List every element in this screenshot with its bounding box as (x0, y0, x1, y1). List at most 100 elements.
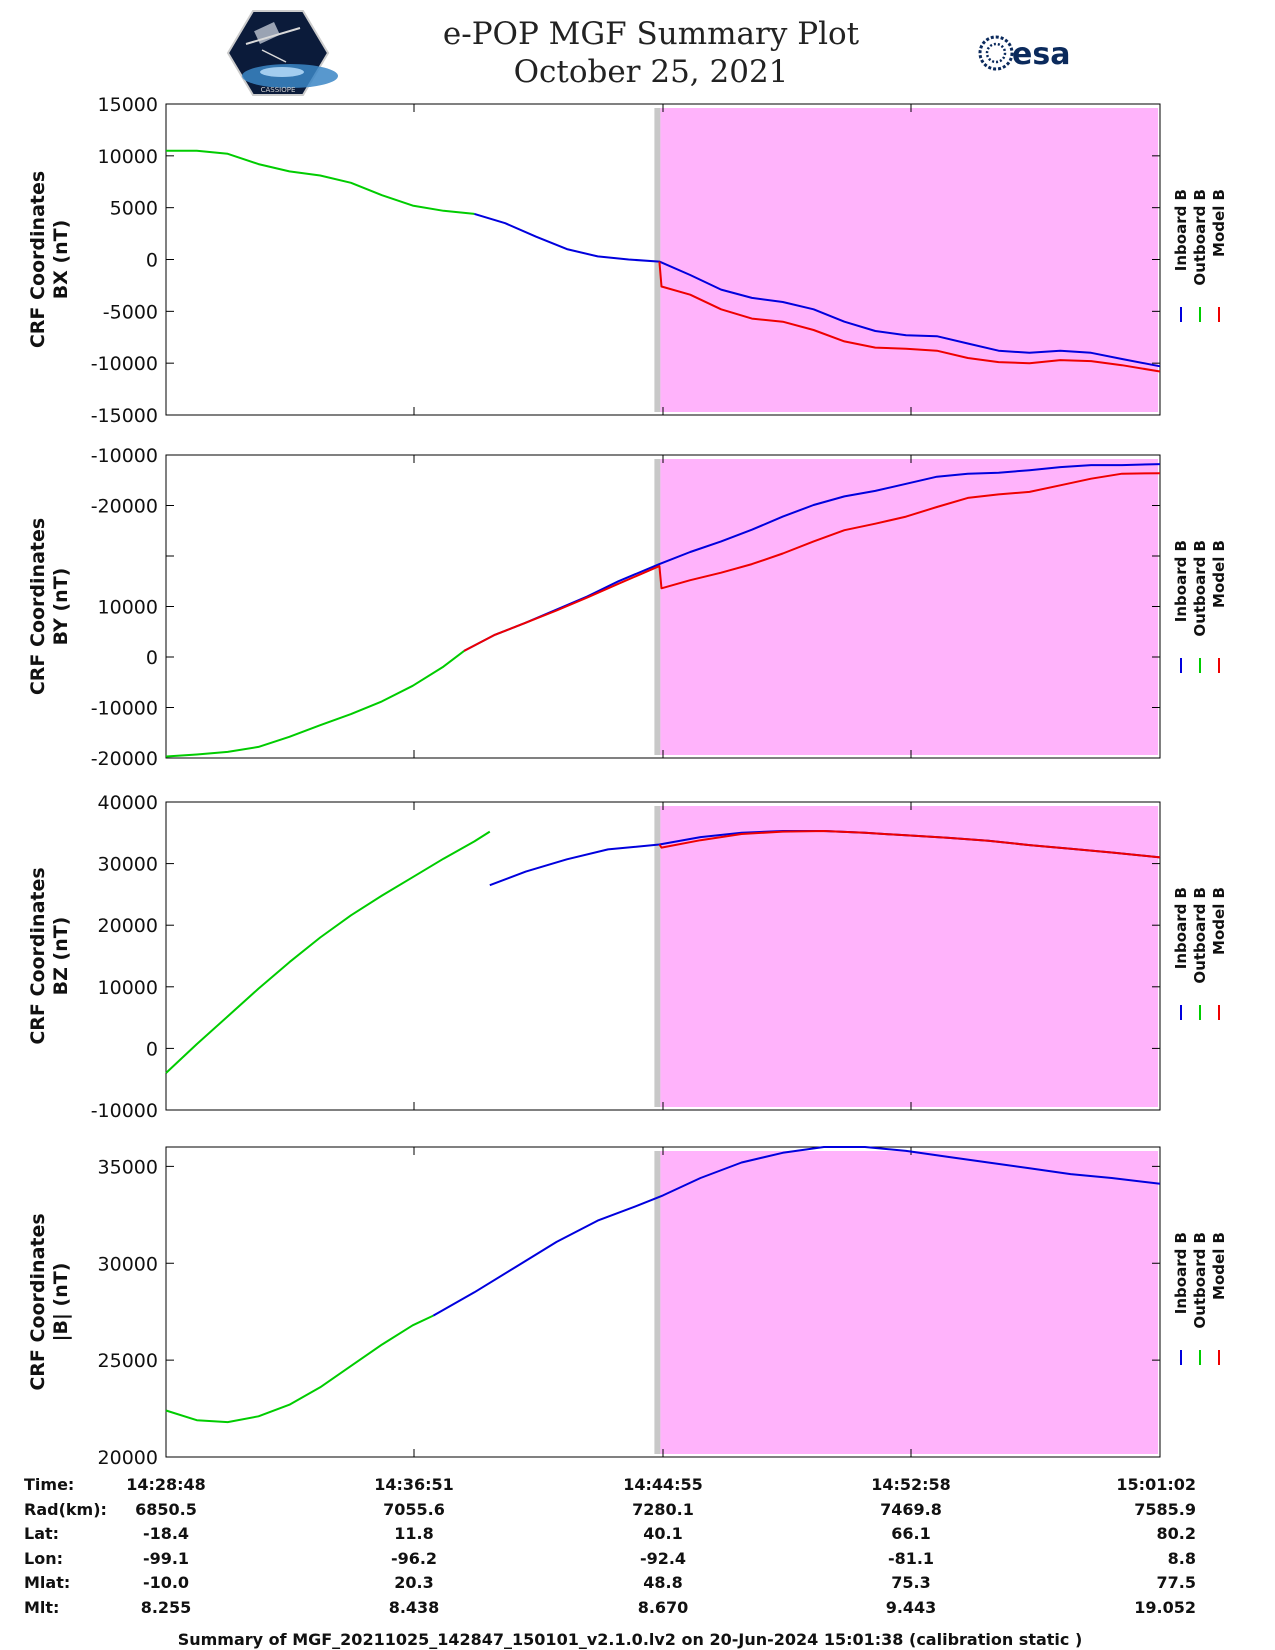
table-cell: -81.1 (888, 1549, 934, 1568)
data-gap-bar (654, 806, 661, 1107)
table-cell: 8.255 (141, 1598, 192, 1617)
table-row-label: Lon: (24, 1549, 63, 1568)
table-row-label: Mlat: (24, 1573, 70, 1592)
y-tick-label: 30000 (98, 1253, 158, 1275)
table-row-label: Time: (24, 1475, 74, 1494)
plot-date: October 25, 2021 (514, 54, 789, 90)
footer-summary: Summary of MGF_20211025_142847_150101_v2… (178, 1630, 1083, 1649)
legend-label: Inboard B (1172, 1232, 1190, 1314)
table-cell: 7055.6 (383, 1500, 445, 1519)
legend-label: Inboard B (1172, 540, 1190, 622)
y-tick-label: 0 (146, 647, 158, 669)
y-tick-label: -10000 (91, 353, 158, 375)
panel-bx: 15000 10000 5000 0 -5000 -10000 -15000 CRF Coor… (27, 94, 1228, 427)
y-axis-label: BX (nT) (50, 220, 72, 300)
y-tick-label: -5000 (103, 301, 158, 323)
shaded-region (660, 1151, 1158, 1454)
table-cell: 48.8 (643, 1573, 682, 1592)
time-table: Time: Rad(km): Lat: Lon: Mlat: Mlt: 14:28:48 68… (24, 1475, 1196, 1617)
table-cell: -10.0 (143, 1573, 189, 1592)
y-axis-label: CRF Coordinates (27, 867, 49, 1044)
esa-logo: esa (978, 35, 1070, 72)
table-row-label: Mlt: (24, 1598, 59, 1617)
y-axis-label: |B| (nT) (50, 1263, 72, 1342)
y-axis-label: BZ (nT) (50, 917, 72, 996)
table-cell: -96.2 (391, 1549, 437, 1568)
y-tick-label: -10000 (91, 698, 158, 720)
y-tick-label: -10000 (91, 445, 158, 467)
series-line-model-b (658, 261, 1161, 373)
table-cell: -92.4 (640, 1549, 686, 1568)
table-cell: 9.443 (886, 1598, 937, 1617)
y-tick-label: 0 (146, 1038, 158, 1060)
series-line-outboard-b (165, 650, 465, 758)
table-cell: 7280.1 (632, 1500, 694, 1519)
shaded-region (660, 108, 1158, 412)
y-tick-label: 20000 (98, 915, 158, 937)
table-cell: 20.3 (394, 1573, 433, 1592)
y-axis-label: CRF Coordinates (27, 518, 49, 695)
legend-label: Outboard B (1191, 189, 1209, 286)
y-axis-label: BY (nT) (50, 568, 72, 646)
legend-label: Model B (1210, 540, 1228, 608)
series-line-inboard-b (474, 212, 1161, 368)
y-tick-label: 20000 (98, 1447, 158, 1469)
plot-title: e-POP MGF Summary Plot (443, 16, 860, 52)
series-line-outboard-b (165, 1314, 434, 1424)
cassiope-logo: CASSIOPE (226, 10, 338, 96)
legend-label: Inboard B (1172, 887, 1190, 969)
legend-label: Outboard B (1191, 887, 1209, 984)
series-line-outboard-b (165, 830, 491, 1074)
data-gap-bar (654, 1151, 661, 1454)
y-tick-label: 30000 (98, 854, 158, 876)
table-cell: -18.4 (143, 1524, 189, 1543)
y-tick-label: 10000 (98, 146, 158, 168)
table-row-label: Rad(km): (24, 1500, 107, 1519)
table-cell: 11.8 (394, 1524, 433, 1543)
table-cell: 7585.9 (1134, 1500, 1196, 1519)
table-cell: 14:44:55 (623, 1475, 703, 1494)
logo-caption: CASSIOPE (261, 86, 296, 94)
table-row-label: Lat: (24, 1524, 59, 1543)
data-gap-bar (654, 108, 661, 412)
table-cell: 14:28:48 (126, 1475, 206, 1494)
table-cell: 75.3 (891, 1573, 930, 1592)
table-cell: 8.438 (389, 1598, 440, 1617)
legend-label: Inboard B (1172, 189, 1190, 271)
table-cell: 8.8 (1168, 1549, 1196, 1568)
table-cell: 14:52:58 (871, 1475, 951, 1494)
legend-label: Model B (1210, 189, 1228, 257)
y-tick-label: 40000 (98, 792, 158, 814)
legend-label: Outboard B (1191, 1232, 1209, 1329)
table-cell: -99.1 (143, 1549, 189, 1568)
y-tick-label: 10000 (98, 597, 158, 619)
table-cell: 6850.5 (135, 1500, 197, 1519)
y-tick-label: 35000 (98, 1156, 158, 1178)
y-tick-label: 10000 (98, 977, 158, 999)
header: CASSIOPE e-POP MGF Summary Plot October … (226, 10, 1070, 96)
table-cell: 66.1 (891, 1524, 930, 1543)
series-line-model-b (463, 472, 1161, 652)
table-cell: 8.670 (638, 1598, 689, 1617)
y-tick-label: 0 (146, 250, 158, 272)
legend-label: Model B (1210, 887, 1228, 955)
data-gap-bar (654, 459, 661, 755)
y-tick-label: -15000 (91, 405, 158, 427)
table-cell: 15:01:02 (1116, 1475, 1196, 1494)
panels: 15000 10000 5000 0 -5000 -10000 -15000 CRF Coor… (27, 94, 1228, 1469)
y-axis-label: CRF Coordinates (27, 1213, 49, 1390)
table-cell: 7469.8 (880, 1500, 942, 1519)
table-cell: 77.5 (1157, 1573, 1196, 1592)
legend-label: Model B (1210, 1232, 1228, 1300)
y-tick-label: 5000 (110, 198, 158, 220)
y-tick-label: -20000 (91, 496, 158, 518)
y-tick-label: -10000 (91, 1100, 158, 1122)
y-tick-label: -20000 (91, 748, 158, 770)
panel-bmag: 35000 30000 25000 20000 CRF Coordinates |B| (… (27, 1146, 1228, 1469)
panel-by: -10000 -20000 10000 0 -10000 -20000 CRF Coordi… (27, 445, 1228, 770)
y-tick-label: 15000 (98, 94, 158, 116)
y-axis-label: CRF Coordinates (27, 171, 49, 348)
series-line-inboard-b (432, 1146, 1161, 1317)
shaded-region (660, 806, 1158, 1107)
